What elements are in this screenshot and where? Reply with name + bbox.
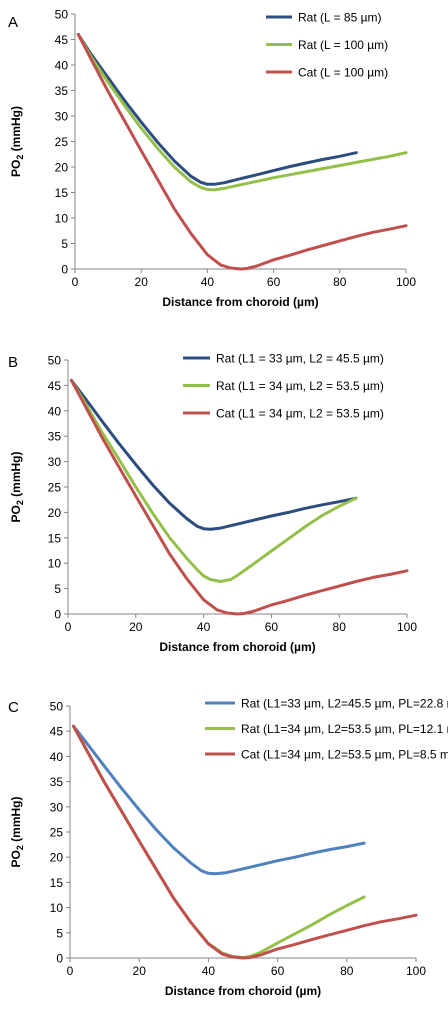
series-line-1 <box>69 378 358 531</box>
y-tick-label: 0 <box>61 263 68 277</box>
y-axis-title: PO2 (mmHg) <box>9 106 25 177</box>
y-tick-label: 0 <box>54 608 61 622</box>
y-axis-title: PO2 (mmHg) <box>9 451 25 522</box>
y-tick-label: 0 <box>56 952 63 966</box>
y-tick-label: 10 <box>48 557 62 571</box>
y-tick-label: 10 <box>55 212 69 226</box>
x-axis-title: Distance from choroid (µm) <box>159 640 315 654</box>
legend-label-3: Cat (L = 100 µm) <box>298 66 388 80</box>
chart-panel-a: A 0 5 10 15 20 25 30 35 40 45 50 0 20 40 60 80 100 Distanc… <box>8 8 416 310</box>
y-tick-label: 40 <box>50 750 64 764</box>
x-tick-label: 100 <box>406 964 426 978</box>
panel-letter: C <box>8 699 19 716</box>
y-tick-label: 15 <box>55 186 69 200</box>
x-tick-label: 100 <box>396 275 416 289</box>
y-tick-label: 20 <box>50 851 64 865</box>
y-tick-label: 5 <box>61 237 68 251</box>
x-tick-label: 20 <box>133 964 147 978</box>
y-tick-label: 45 <box>48 379 62 393</box>
series-line-2 <box>76 32 408 192</box>
x-tick-label: 20 <box>135 275 149 289</box>
series-line-3 <box>76 32 408 271</box>
y-tick-label: 5 <box>56 926 63 940</box>
y-tick-label: 15 <box>50 876 64 890</box>
series-line-1 <box>76 32 358 186</box>
x-tick-label: 60 <box>265 620 279 634</box>
x-tick-label: 80 <box>333 275 347 289</box>
y-tick-label: 25 <box>55 135 69 149</box>
y-tick-label: 35 <box>50 775 64 789</box>
y-tick-label: 10 <box>50 901 64 915</box>
series-line-3 <box>72 724 418 960</box>
x-tick-label: 0 <box>72 275 79 289</box>
x-tick-label: 60 <box>271 964 285 978</box>
series-line-3 <box>69 378 409 616</box>
y-tick-label: 30 <box>50 800 64 814</box>
y-tick-label: 20 <box>48 506 62 520</box>
y-tick-label: 25 <box>50 826 64 840</box>
panel-letter: B <box>8 354 18 371</box>
y-tick-label: 45 <box>50 725 64 739</box>
chart-panel-c: C 0 5 10 15 20 25 30 35 40 45 50 0 20 40 60 80 100 Distanc… <box>8 697 448 999</box>
legend-label-2: Rat (L1=34 µm, L2=53.5 µm, PL=12.1 mmHg) <box>241 722 448 736</box>
y-tick-label: 40 <box>48 404 62 418</box>
x-tick-label: 20 <box>129 620 143 634</box>
legend-label-3: Cat (L1=34 µm, L2=53.5 µm, PL=8.5 mmHg) <box>241 748 448 762</box>
y-tick-label: 45 <box>55 33 69 47</box>
x-axis-title: Distance from choroid (µm) <box>162 295 318 309</box>
y-tick-label: 30 <box>55 110 69 124</box>
x-tick-label: 80 <box>340 964 354 978</box>
x-tick-label: 0 <box>67 964 74 978</box>
legend-label-2: Rat (L = 100 µm) <box>298 38 388 52</box>
x-tick-label: 80 <box>333 620 347 634</box>
panel-letter: A <box>8 14 18 31</box>
y-tick-label: 15 <box>48 531 62 545</box>
x-tick-label: 60 <box>267 275 281 289</box>
x-tick-label: 0 <box>65 620 72 634</box>
y-tick-label: 20 <box>55 161 69 175</box>
series-line-1 <box>72 724 366 876</box>
legend-label-2: Rat (L1 = 34 µm, L2 = 53.5 µm) <box>216 379 384 393</box>
y-tick-label: 30 <box>48 455 62 469</box>
legend-label-3: Cat (L1 = 34 µm, L2 = 53.5 µm) <box>216 407 384 421</box>
y-tick-label: 50 <box>50 700 64 714</box>
series-line-2 <box>69 378 358 583</box>
y-tick-label: 25 <box>48 481 62 495</box>
y-tick-label: 50 <box>48 354 62 368</box>
y-tick-label: 35 <box>48 430 62 444</box>
x-tick-label: 100 <box>397 620 417 634</box>
x-tick-label: 40 <box>202 964 216 978</box>
y-tick-label: 50 <box>55 8 69 22</box>
legend-label-1: Rat (L = 85 µm) <box>298 11 382 25</box>
chart-panel-b: B 0 5 10 15 20 25 30 35 40 45 50 0 20 40 60 80 100 Distanc… <box>8 352 417 655</box>
y-tick-label: 5 <box>54 582 61 596</box>
y-tick-label: 40 <box>55 59 69 73</box>
y-tick-label: 35 <box>55 84 69 98</box>
legend-label-1: Rat (L1=33 µm, L2=45.5 µm, PL=22.8 mmHg) <box>241 697 448 711</box>
legend-label-1: Rat (L1 = 33 µm, L2 = 45.5 µm) <box>216 352 384 366</box>
x-tick-label: 40 <box>197 620 211 634</box>
x-tick-label: 40 <box>201 275 215 289</box>
x-axis-title: Distance from choroid (µm) <box>165 984 321 998</box>
y-axis-title: PO2 (mmHg) <box>9 796 25 867</box>
